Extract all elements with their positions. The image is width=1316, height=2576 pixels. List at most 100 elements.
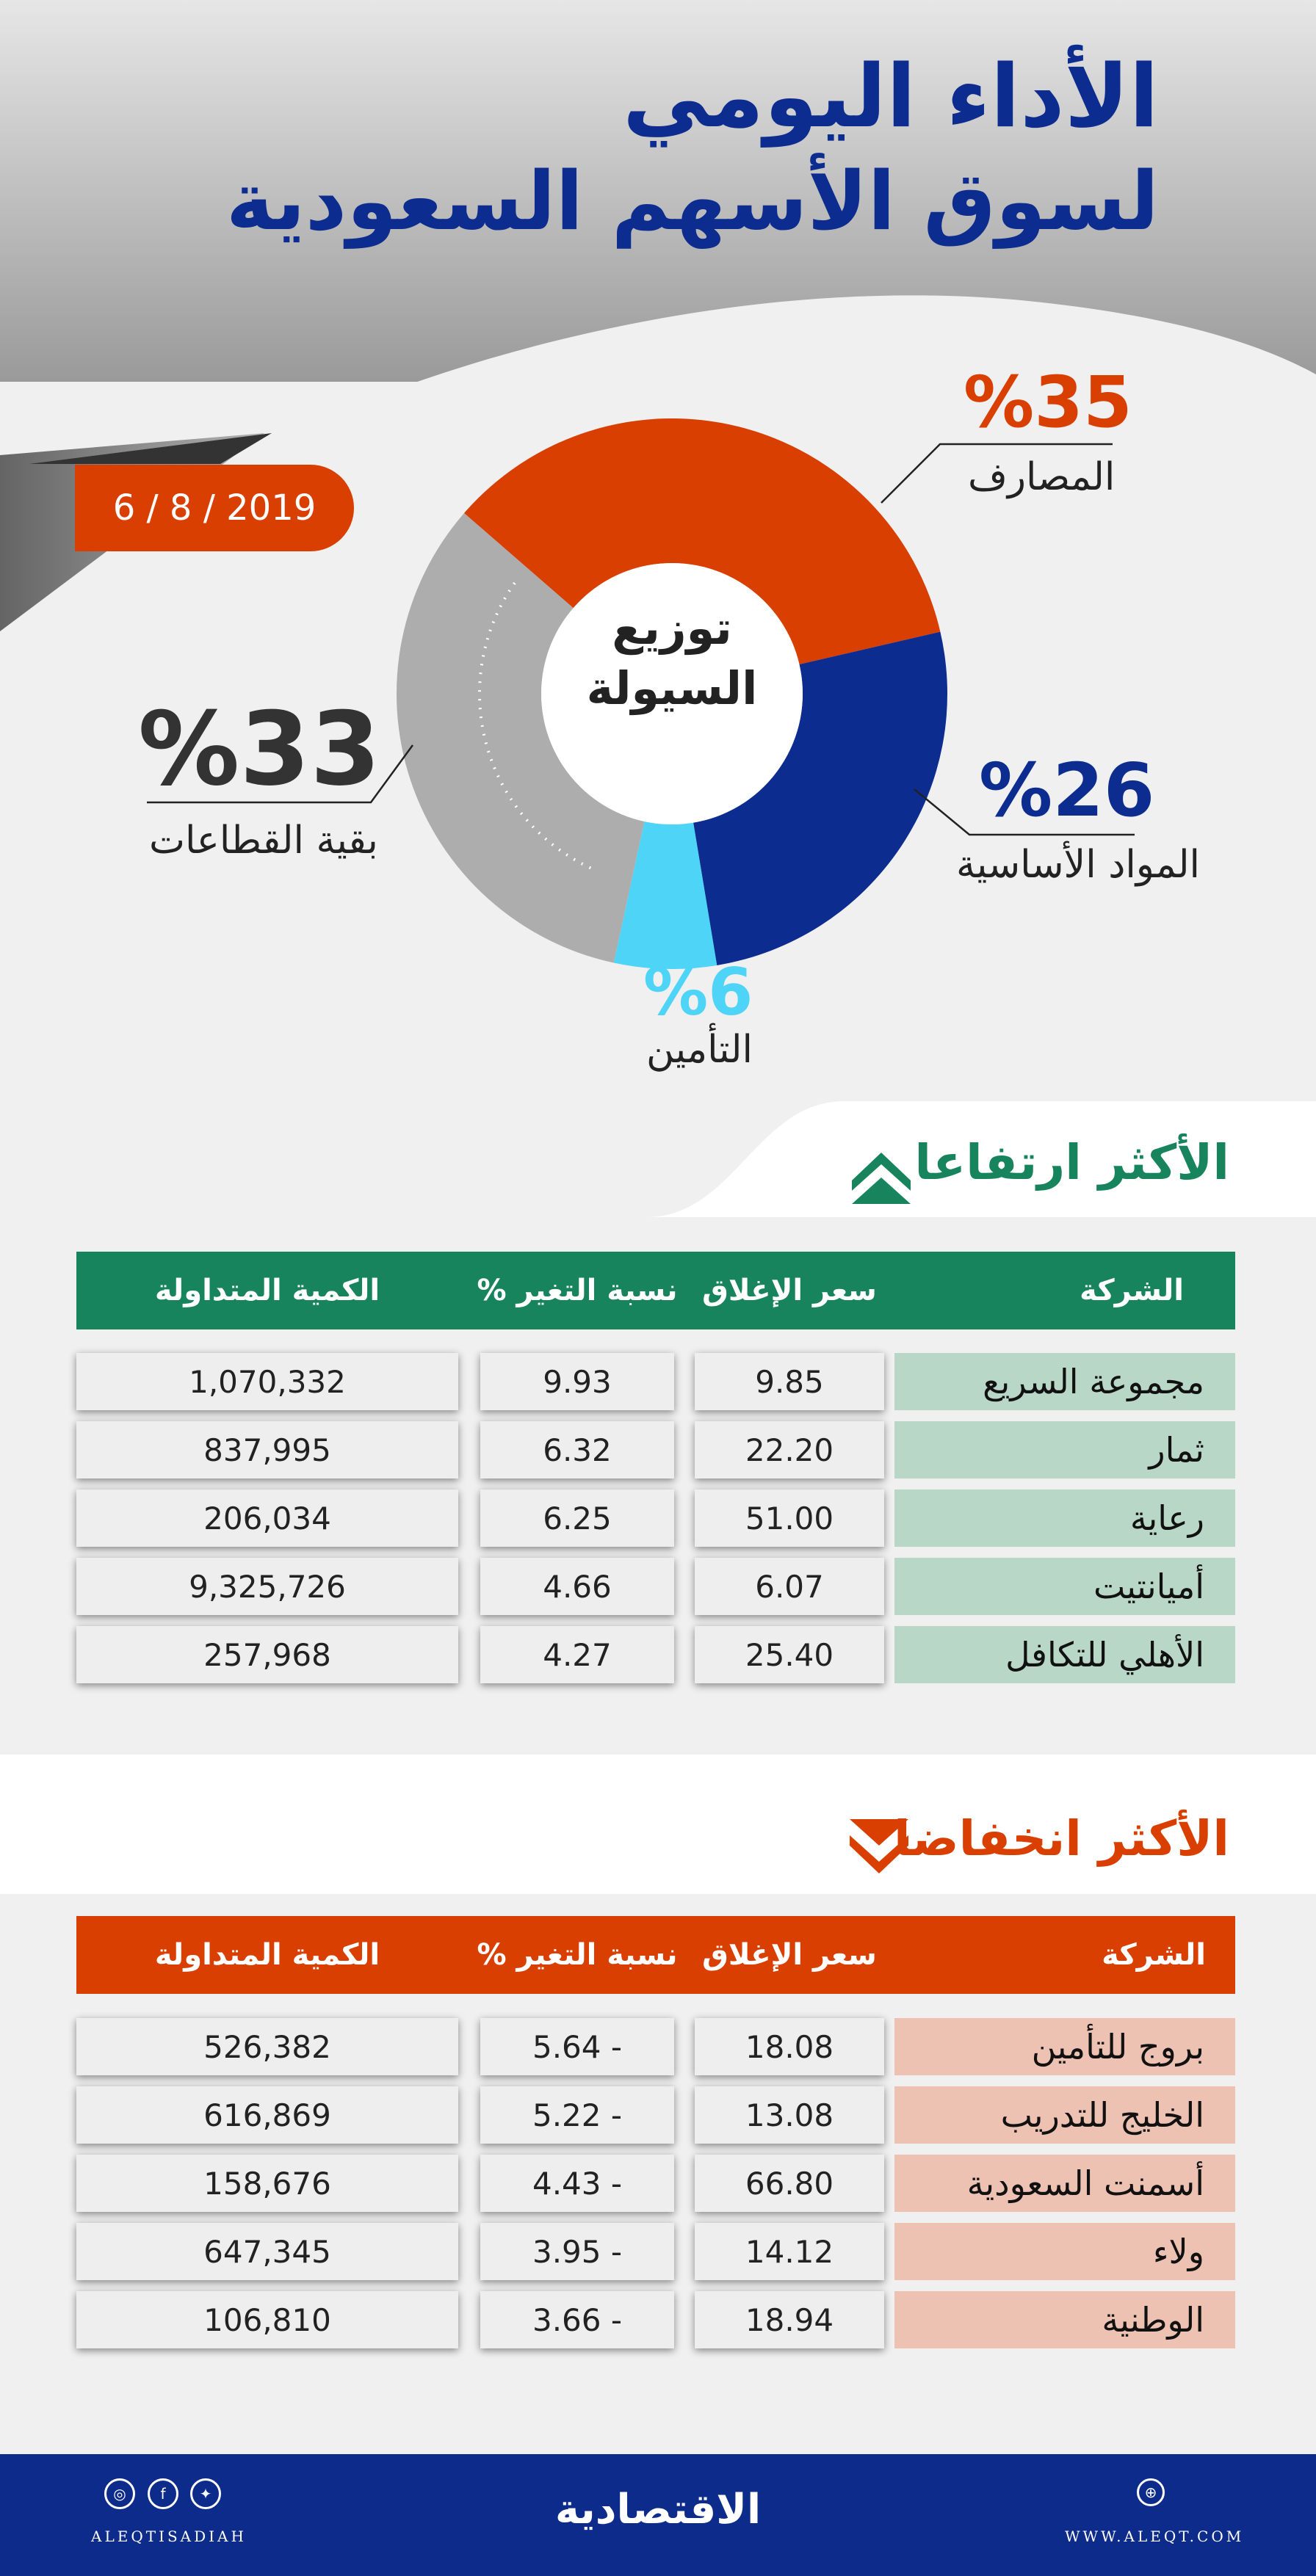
volume-cell: 257,968 — [76, 1626, 458, 1683]
close-price-cell: 18.94 — [695, 2291, 884, 2348]
leader-line-materials — [914, 788, 1135, 836]
title-line-1: الأداء اليومي — [622, 46, 1159, 147]
donut-segment — [613, 821, 717, 969]
label-insurance: التأمين — [646, 1028, 753, 1072]
section-divider — [0, 1755, 1316, 1901]
close-price-cell: 51.00 — [695, 1490, 884, 1547]
col-volume: الكمية المتداولة — [154, 1274, 380, 1307]
volume-cell: 206,034 — [76, 1490, 458, 1547]
footer-handle: ALEQTISADIAH — [91, 2528, 247, 2545]
table-row: 51.00 6.25 206,034 رعاية — [76, 1490, 1235, 1547]
table-row: 18.94 3.66 - 106,810 الوطنية — [76, 2291, 1235, 2348]
date-text: 6 / 8 / 2019 — [112, 487, 317, 529]
footer-bar — [0, 2454, 1316, 2576]
volume-cell: 158,676 — [76, 2155, 458, 2212]
company-name-cell: أميانتيت — [894, 1558, 1235, 1615]
table-row: 6.07 4.66 9,325,726 أميانتيت — [76, 1558, 1235, 1615]
donut-center — [541, 563, 803, 824]
double-chevron-down-icon — [850, 1819, 908, 1873]
instagram-icon[interactable]: ◎ — [104, 2478, 135, 2509]
footer-website[interactable]: WWW.ALEQT.COM — [1065, 2528, 1245, 2545]
double-chevron-up-icon — [852, 1153, 911, 1204]
table-row: 18.08 5.64 - 526,382 بروج للتأمين — [76, 2018, 1235, 2075]
company-name-cell: الخليج للتدريب — [894, 2086, 1235, 2144]
gainers-section-background — [0, 1101, 1316, 1218]
donut-segment — [693, 631, 948, 965]
label-other-sectors: بقية القطاعات — [149, 819, 378, 863]
label-banks: المصارف — [968, 455, 1116, 499]
table-row: 25.40 4.27 257,968 الأهلي للتكافل — [76, 1626, 1235, 1683]
change-cell: 5.22 - — [480, 2086, 674, 2144]
table-row: 14.12 3.95 - 647,345 ولاء — [76, 2223, 1235, 2280]
close-price-cell: 9.85 — [695, 1353, 884, 1410]
close-price-cell: 6.07 — [695, 1558, 884, 1615]
company-name-cell: ولاء — [894, 2223, 1235, 2280]
pct-materials: %26 — [979, 747, 1155, 833]
donut-center-label: توزيع السيولة — [543, 598, 800, 719]
close-price-cell: 22.20 — [695, 1421, 884, 1479]
dotted-arc — [478, 577, 592, 870]
table-row: 66.80 4.43 - 158,676 أسمنت السعودية — [76, 2155, 1235, 2212]
volume-cell: 106,810 — [76, 2291, 458, 2348]
volume-cell: 1,070,332 — [76, 1353, 458, 1410]
volume-cell: 616,869 — [76, 2086, 458, 2144]
footer-brand-logo: الاقتصادية — [554, 2486, 762, 2533]
company-name-cell: ثمار — [894, 1421, 1235, 1479]
losers-header-shape — [0, 1894, 1316, 1901]
pct-insurance: %6 — [643, 954, 753, 1030]
liquidity-donut-chart — [147, 418, 1135, 969]
date-badge: 6 / 8 / 2019 — [75, 465, 354, 551]
title-line-2: لسوق الأسهم السعودية — [225, 154, 1159, 248]
col-volume: الكمية المتداولة — [154, 1938, 380, 1972]
twitter-icon[interactable]: ✦ — [190, 2478, 221, 2509]
globe-icon[interactable]: ⊕ — [1137, 2478, 1165, 2506]
company-name-cell: الأهلي للتكافل — [894, 1626, 1235, 1683]
gainers-table-header: الشركة سعر الإغلاق نسبة التغير % الكمية … — [76, 1252, 1235, 1329]
company-name-cell: رعاية — [894, 1490, 1235, 1547]
volume-cell: 647,345 — [76, 2223, 458, 2280]
change-cell: 5.64 - — [480, 2018, 674, 2075]
company-name-cell: مجموعة السريع — [894, 1353, 1235, 1410]
change-cell: 4.66 — [480, 1558, 674, 1615]
pct-other-sectors: %33 — [138, 690, 381, 808]
change-cell: 4.43 - — [480, 2155, 674, 2212]
leader-line-banks — [881, 443, 1113, 504]
col-change: نسبة التغير % — [477, 1274, 678, 1307]
facebook-icon[interactable]: f — [148, 2478, 178, 2509]
volume-cell: 837,995 — [76, 1421, 458, 1479]
pct-banks: %35 — [964, 361, 1132, 443]
change-cell: 4.27 — [480, 1626, 674, 1683]
donut-center-line-1: توزيع — [612, 601, 732, 655]
leader-line-others — [147, 744, 414, 804]
volume-cell: 9,325,726 — [76, 1558, 458, 1615]
close-price-cell: 13.08 — [695, 2086, 884, 2144]
col-company: الشركة — [1080, 1274, 1184, 1307]
gainers-title: الأكثر ارتفاعا — [914, 1134, 1229, 1191]
col-change: نسبة التغير % — [477, 1938, 678, 1972]
col-close: سعر الإغلاق — [702, 1274, 877, 1307]
col-close: سعر الإغلاق — [702, 1938, 877, 1972]
change-cell: 9.93 — [480, 1353, 674, 1410]
company-name-cell: الوطنية — [894, 2291, 1235, 2348]
change-cell: 6.25 — [480, 1490, 674, 1547]
table-row: 9.85 9.93 1,070,332 مجموعة السريع — [76, 1353, 1235, 1410]
donut-segment — [396, 512, 645, 963]
close-price-cell: 18.08 — [695, 2018, 884, 2075]
company-name-cell: بروج للتأمين — [894, 2018, 1235, 2075]
volume-cell: 526,382 — [76, 2018, 458, 2075]
company-name-cell: أسمنت السعودية — [894, 2155, 1235, 2212]
donut-segment — [463, 418, 941, 664]
label-materials: المواد الأساسية — [956, 843, 1201, 887]
close-price-cell: 14.12 — [695, 2223, 884, 2280]
table-row: 13.08 5.22 - 616,869 الخليج للتدريب — [76, 2086, 1235, 2144]
change-cell: 3.66 - — [480, 2291, 674, 2348]
close-price-cell: 25.40 — [695, 1626, 884, 1683]
losers-table-header: الشركة سعر الإغلاق نسبة التغير % الكمية … — [76, 1916, 1235, 1994]
change-cell: 6.32 — [480, 1421, 674, 1479]
losers-title: الأكثر انخفاضا — [894, 1810, 1229, 1867]
table-row: 22.20 6.32 837,995 ثمار — [76, 1421, 1235, 1479]
donut-center-line-2: السيولة — [586, 661, 758, 715]
col-company: الشركة — [1102, 1938, 1206, 1972]
close-price-cell: 66.80 — [695, 2155, 884, 2212]
change-cell: 3.95 - — [480, 2223, 674, 2280]
